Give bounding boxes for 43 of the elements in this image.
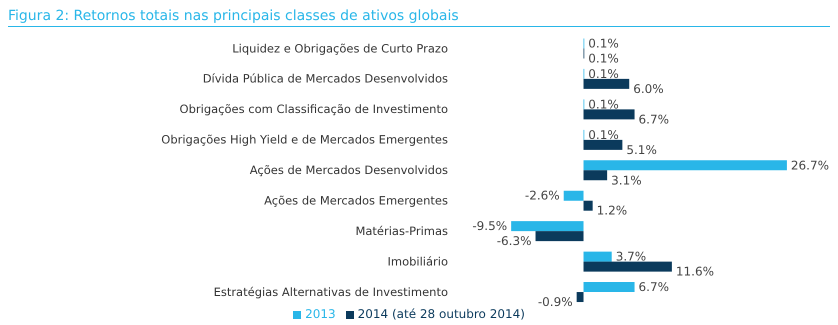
data-label: 1.2%	[596, 204, 628, 218]
data-label: 6.0%	[633, 82, 664, 96]
y-tick-label: Estratégias Alternativas de Investimento	[214, 284, 448, 299]
bar	[584, 252, 612, 262]
bar	[564, 190, 584, 201]
bar	[584, 282, 635, 292]
bar	[584, 140, 622, 150]
legend-label: 2013	[305, 307, 336, 321]
data-label: 0.1%	[588, 97, 619, 112]
data-label: 0.1%	[588, 36, 619, 50]
data-label: -6.3%	[496, 234, 532, 248]
bar	[536, 231, 584, 242]
text: Figura 2: Retornos totais nas principais classes de ativos globais	[8, 8, 830, 27]
y-tick-label: Ações de Mercados Desenvolvidos	[250, 163, 448, 178]
bar	[584, 78, 630, 89]
bar	[584, 200, 593, 211]
data-label: 6.7%	[638, 112, 670, 126]
y-tick-label: Obrigações High Yield e de Mercados Emergentes	[161, 132, 448, 147]
data-label: 0.1%	[588, 66, 619, 81]
y-tick-label: Ações de Mercados Emergentes	[264, 194, 448, 208]
bar	[584, 262, 672, 272]
data-label: -2.6%	[524, 188, 560, 203]
data-label: 5.1%	[626, 142, 657, 157]
data-label: -9.5%	[472, 219, 508, 234]
data-label: 0.1%	[588, 128, 619, 142]
y-tick-label: Dívida Pública de Mercados Desenvolvidos	[202, 72, 448, 86]
y-tick-label: Matérias-Primas	[355, 224, 448, 238]
data-label: 3.7%	[616, 250, 646, 264]
bar	[511, 221, 584, 232]
bar	[584, 109, 635, 120]
data-label: 26.7%	[790, 158, 830, 172]
bar	[576, 292, 584, 302]
bar	[584, 170, 608, 180]
y-tick-label: Liquidez e Obrigações de Curto Prazo	[232, 41, 448, 56]
data-label: -0.9%	[538, 295, 573, 310]
data-label: 6.7%	[638, 280, 670, 294]
data-label: 3.1%	[611, 173, 642, 188]
data-label: 11.6%	[676, 264, 714, 279]
y-tick-label: Imobiliário	[387, 254, 448, 268]
y-tick-label: Obrigações com Classificação de Investimento	[180, 102, 448, 116]
data-label: 0.1%	[588, 51, 619, 66]
bar	[584, 160, 787, 170]
legend-label: 2014 (até 28 outubro 2014)	[358, 307, 525, 321]
